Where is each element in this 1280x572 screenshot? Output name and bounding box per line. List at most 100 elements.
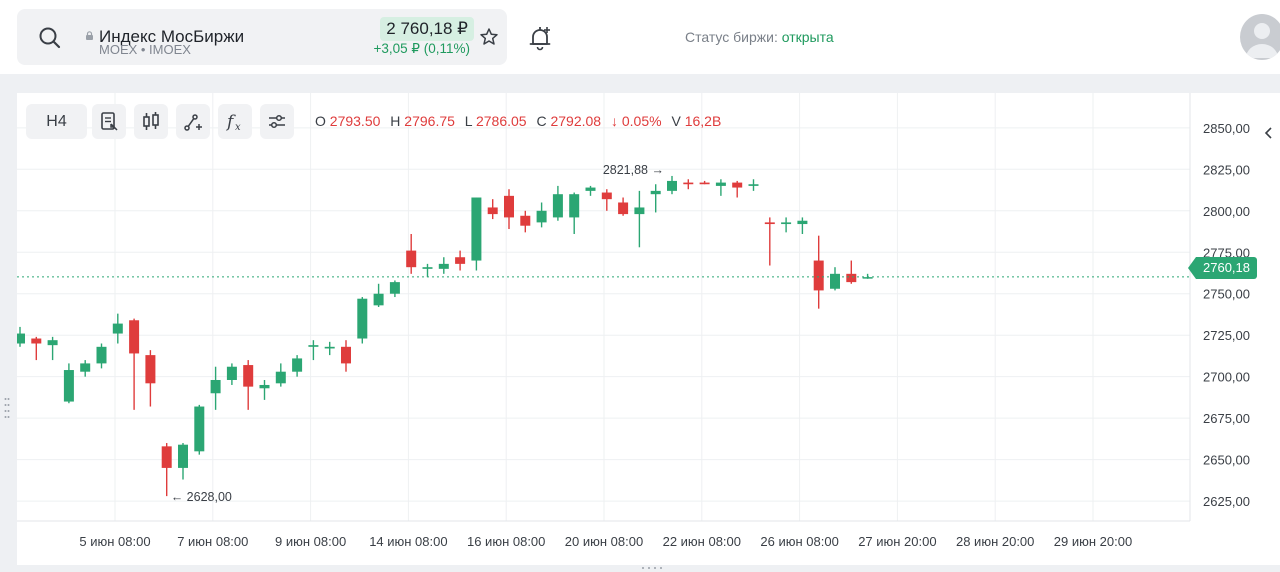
candle-body <box>341 346 351 364</box>
candle-body <box>471 197 482 261</box>
y-tick-label: 2825,00 <box>1203 162 1250 177</box>
chart-panel: 2850,00 2825,00 2800,00 2775,00 2750,00 2725,… <box>17 93 1280 565</box>
indicators-button[interactable]: f x <box>218 104 252 139</box>
candle-body <box>308 345 319 347</box>
candle-body <box>569 194 580 218</box>
volume-value: 16,2B <box>684 113 722 129</box>
price-change: +3,05 ₽ (0,11%) <box>373 41 470 56</box>
y-tick-label: 2850,00 <box>1203 121 1250 136</box>
candle-body <box>536 210 547 223</box>
candle-body <box>194 406 205 452</box>
svg-text:f: f <box>225 112 236 132</box>
candle-body <box>31 338 42 344</box>
open-label: O <box>315 113 326 129</box>
low-label: L <box>464 113 473 129</box>
top-bar: Индекс МосБиржи MOEX • IMOEX 2 760,18 ₽ … <box>0 0 1280 74</box>
current-price: 2 760,18 ₽ <box>380 17 474 41</box>
ohlc-legend: O 2793.50 H 2796.75 L 2786.05 C 2792.08 … <box>315 113 727 129</box>
ticker-name: Индекс МосБиржи <box>99 27 245 46</box>
candle-body <box>504 195 514 218</box>
candle-body <box>178 444 188 468</box>
candle-body <box>618 202 629 215</box>
candle-body <box>830 273 840 289</box>
y-tick-label: 2650,00 <box>1203 453 1250 468</box>
high-label: H <box>390 113 401 129</box>
candlestick-chart[interactable]: 2850,00 2825,00 2800,00 2775,00 2750,00 2725,… <box>17 93 1280 565</box>
candle-body <box>683 182 694 185</box>
y-tick-label: 2775,00 <box>1203 245 1250 260</box>
candle-body <box>748 184 759 186</box>
candle-body <box>650 190 661 195</box>
candle-body <box>487 207 498 215</box>
x-tick-label: 7 июн 08:00 <box>177 534 248 549</box>
ticker-card[interactable]: Индекс МосБиржи MOEX • IMOEX 2 760,18 ₽ … <box>17 9 507 65</box>
chart-type-button[interactable] <box>134 104 168 139</box>
y-tick-label: 2625,00 <box>1203 494 1250 509</box>
chevron-left-icon[interactable] <box>1262 125 1276 141</box>
status-value: открыта <box>781 29 834 45</box>
candlestick-icon <box>143 112 159 130</box>
candle-body <box>520 215 531 226</box>
low-annotation: ← 2628,00 <box>171 490 232 504</box>
candle-body <box>781 222 792 225</box>
volume-label: V <box>671 113 681 129</box>
open-value: 2793.50 <box>329 113 381 129</box>
y-tick-label: 2750,00 <box>1203 287 1250 302</box>
candle-body <box>585 187 596 191</box>
candle-body <box>161 446 172 468</box>
candle-body <box>862 277 873 279</box>
candle-body <box>243 365 254 387</box>
timeframe-button[interactable]: H4 <box>26 104 87 139</box>
candle-body <box>846 273 857 283</box>
y-tick-label: 2725,00 <box>1203 328 1250 343</box>
x-tick-label: 14 июн 08:00 <box>369 534 447 549</box>
high-annotation: 2821,88 → <box>603 163 664 177</box>
notes-icon <box>101 112 118 131</box>
svg-text:x: x <box>235 122 241 132</box>
candle-body <box>667 180 677 191</box>
notes-button[interactable] <box>92 104 126 139</box>
drawing-tool-icon <box>184 114 202 131</box>
candle-body <box>455 257 466 264</box>
candle-body <box>715 182 726 186</box>
candle-body <box>634 207 645 215</box>
status-label: Статус биржи: <box>685 29 778 45</box>
candle-body <box>389 282 400 294</box>
avatar[interactable] <box>1240 14 1280 60</box>
candle-body <box>17 333 25 344</box>
x-tick-label: 27 июн 20:00 <box>858 534 936 549</box>
candle-body <box>324 346 335 349</box>
x-tick-label: 20 июн 08:00 <box>565 534 643 549</box>
search-icon[interactable] <box>37 25 63 51</box>
resize-handle-left[interactable] <box>4 396 10 420</box>
star-icon[interactable] <box>479 27 499 47</box>
x-tick-label: 9 июн 08:00 <box>275 534 346 549</box>
drawing-tool-button[interactable] <box>176 104 210 139</box>
candle-body <box>47 340 58 346</box>
bell-plus-icon[interactable] <box>527 25 553 51</box>
candle-body <box>112 323 123 334</box>
user-icon <box>1246 23 1278 58</box>
change-value: ↓ 0.05% <box>610 113 662 129</box>
candle-body <box>129 320 140 354</box>
x-tick-label: 22 июн 08:00 <box>663 534 741 549</box>
y-tick-label: 2700,00 <box>1203 370 1250 385</box>
candle-body <box>552 194 563 218</box>
candle-body <box>275 371 286 384</box>
close-value: 2792.08 <box>550 113 602 129</box>
candle-body <box>601 192 612 200</box>
candle-body <box>406 250 417 268</box>
y-tick-label: 2800,00 <box>1203 204 1250 219</box>
candle-body <box>699 182 710 185</box>
candle-body <box>797 220 808 225</box>
candle-body <box>813 260 824 291</box>
candle-body <box>422 267 433 269</box>
candle-body <box>732 182 743 188</box>
high-value: 2796.75 <box>404 113 455 129</box>
function-icon: f x <box>225 112 241 132</box>
resize-handle-bottom[interactable] <box>640 566 664 572</box>
chart-settings-button[interactable] <box>260 104 294 139</box>
x-tick-label: 5 июн 08:00 <box>79 534 150 549</box>
candle-body <box>292 358 303 372</box>
current-price-tag: 2760,18 <box>1188 257 1257 279</box>
